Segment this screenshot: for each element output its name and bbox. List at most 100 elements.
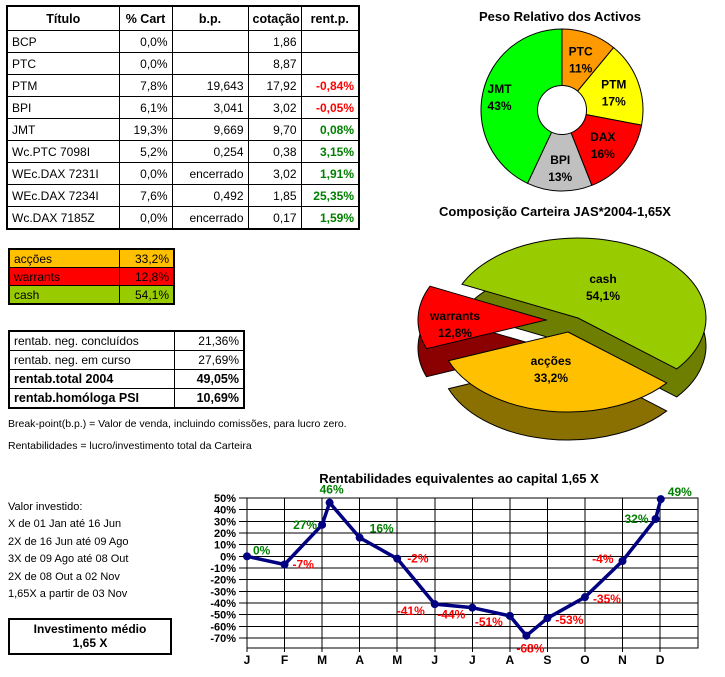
data-marker <box>355 533 364 542</box>
cell-cart[interactable]: 6,1% <box>118 96 173 119</box>
table-row: BCP 0,0% 1,86 <box>6 30 360 53</box>
cell-rent[interactable]: 1,59% <box>300 206 360 230</box>
y-axis-label: 20% <box>214 528 236 540</box>
alloc-label-warrants[interactable]: warrants <box>8 267 120 286</box>
summary-value-total[interactable]: 49,05% <box>173 369 245 389</box>
cell-rent[interactable]: -0,05% <box>300 96 360 119</box>
cell-rent[interactable] <box>300 52 360 75</box>
pie3d-slice-warrants <box>417 285 548 350</box>
cell-bp[interactable]: encerrado <box>171 162 249 185</box>
table-row: Wc.PTC 7098I 5,2% 0,254 0,38 3,15% <box>6 140 360 163</box>
cell-cotacao[interactable]: 17,92 <box>247 74 302 97</box>
cell-cotacao[interactable]: 0,17 <box>247 206 302 230</box>
data-label: -44% <box>437 608 465 622</box>
summary-label[interactable]: rentab. neg. em curso <box>8 350 175 370</box>
cell-cart[interactable]: 0,0% <box>118 30 173 53</box>
cell-cotacao[interactable]: 3,02 <box>247 162 302 185</box>
cell-rent[interactable]: 3,15% <box>300 140 360 163</box>
alloc-value-cash[interactable]: 54,1% <box>118 285 175 305</box>
cell-cart[interactable]: 0,0% <box>118 206 173 230</box>
cell-cart[interactable]: 7,8% <box>118 74 173 97</box>
x-axis-label: N <box>618 653 627 667</box>
cell-titulo[interactable]: PTM <box>6 74 120 97</box>
data-marker <box>318 520 327 529</box>
cell-cart[interactable]: 7,6% <box>118 184 173 207</box>
data-label: -2% <box>407 552 429 566</box>
cell-rent[interactable]: 25,35% <box>300 184 360 207</box>
cell-rent[interactable] <box>300 30 360 53</box>
cell-bp[interactable]: 9,669 <box>171 118 249 141</box>
table-row: WEc.DAX 7234I 7,6% 0,492 1,85 25,35% <box>6 184 360 207</box>
data-marker <box>651 515 660 523</box>
pie3d-slice-name: cash <box>589 272 616 286</box>
summary-label-psi[interactable]: rentab.homóloga PSI <box>8 388 175 409</box>
cell-rent[interactable]: 1,91% <box>300 162 360 185</box>
cell-titulo[interactable]: JMT <box>6 118 120 141</box>
table-row: Wc.DAX 7185Z 0,0% encerrado 0,17 1,59% <box>6 206 360 230</box>
data-label: -41% <box>397 604 425 618</box>
cell-rent[interactable]: 0,08% <box>300 118 360 141</box>
donut-slice-value: 43% <box>488 99 512 113</box>
cell-bp[interactable] <box>171 30 249 53</box>
summary-label-total[interactable]: rentab.total 2004 <box>8 369 175 389</box>
cell-titulo[interactable]: WEc.DAX 7234I <box>6 184 120 207</box>
alloc-value-warrants[interactable]: 12,8% <box>118 267 175 286</box>
cell-titulo[interactable]: PTC <box>6 52 120 75</box>
cell-titulo[interactable]: Wc.PTC 7098I <box>6 140 120 163</box>
cell-bp[interactable]: 0,254 <box>171 140 249 163</box>
y-axis-label: -10% <box>210 563 236 575</box>
line-chart: Rentabilidades equivalentes ao capital 1… <box>210 471 699 667</box>
header-bp[interactable]: b.p. <box>171 5 249 31</box>
summary-value[interactable]: 21,36% <box>173 330 245 351</box>
cell-bp[interactable]: encerrado <box>171 206 249 230</box>
cell-titulo[interactable]: Wc.DAX 7185Z <box>6 206 120 230</box>
cell-titulo[interactable]: BCP <box>6 30 120 53</box>
cell-bp[interactable]: 3,041 <box>171 96 249 119</box>
y-axis-label: 50% <box>214 493 236 505</box>
table-row: PTC 0,0% 8,87 <box>6 52 360 75</box>
cell-cotacao[interactable]: 0,38 <box>247 140 302 163</box>
cell-cotacao[interactable]: 9,70 <box>247 118 302 141</box>
header-rentp[interactable]: rent.p. <box>300 5 360 31</box>
summary-value[interactable]: 27,69% <box>173 350 245 370</box>
x-axis-label: S <box>543 653 551 667</box>
header-cart[interactable]: % Cart <box>118 5 173 31</box>
alloc-label-cash[interactable]: cash <box>8 285 120 305</box>
table-row: WEc.DAX 7231I 0,0% encerrado 3,02 1,91% <box>6 162 360 185</box>
cell-titulo[interactable]: WEc.DAX 7231I <box>6 162 120 185</box>
cell-cotacao[interactable]: 3,02 <box>247 96 302 119</box>
cell-cart[interactable]: 0,0% <box>118 162 173 185</box>
invested-capital-block: Valor investido: X de 01 Jan até 16 Jun … <box>8 499 129 603</box>
alloc-label-accoes[interactable]: acções <box>8 248 120 268</box>
pie3d-slice-value: 33,2% <box>534 371 568 385</box>
summary-label[interactable]: rentab. neg. concluídos <box>8 330 175 351</box>
x-axis-label: M <box>317 653 327 667</box>
alloc-value-accoes[interactable]: 33,2% <box>118 248 175 268</box>
x-axis-label: J <box>431 653 438 667</box>
cell-bp[interactable]: 19,643 <box>171 74 249 97</box>
cell-cart[interactable]: 5,2% <box>118 140 173 163</box>
cell-bp[interactable] <box>171 52 249 75</box>
x-axis-label: A <box>355 653 364 667</box>
table-row: rentab. neg. concluídos 21,36% <box>8 330 245 351</box>
donut-slice-value: 16% <box>591 147 615 161</box>
x-axis-label: J <box>244 653 251 667</box>
cell-cotacao[interactable]: 1,85 <box>247 184 302 207</box>
cell-rent[interactable]: -0,84% <box>300 74 360 97</box>
cell-cotacao[interactable]: 1,86 <box>247 30 302 53</box>
x-axis-label: J <box>469 653 476 667</box>
cell-cotacao[interactable]: 8,87 <box>247 52 302 75</box>
cell-cart[interactable]: 19,3% <box>118 118 173 141</box>
header-cotacao[interactable]: cotação <box>247 5 302 31</box>
cell-bp[interactable]: 0,492 <box>171 184 249 207</box>
x-axis-label: M <box>392 653 402 667</box>
header-titulo[interactable]: Título <box>6 5 120 31</box>
cell-titulo[interactable]: BPI <box>6 96 120 119</box>
donut-slice-value: 17% <box>602 94 626 108</box>
invested-line: X de 01 Jan até 16 Jun <box>8 518 122 531</box>
summary-value-psi[interactable]: 10,69% <box>173 388 245 409</box>
x-axis-label: O <box>580 653 589 667</box>
average-investment-value: 1,65 X <box>72 636 108 650</box>
y-axis-label: -40% <box>210 598 236 610</box>
cell-cart[interactable]: 0,0% <box>118 52 173 75</box>
